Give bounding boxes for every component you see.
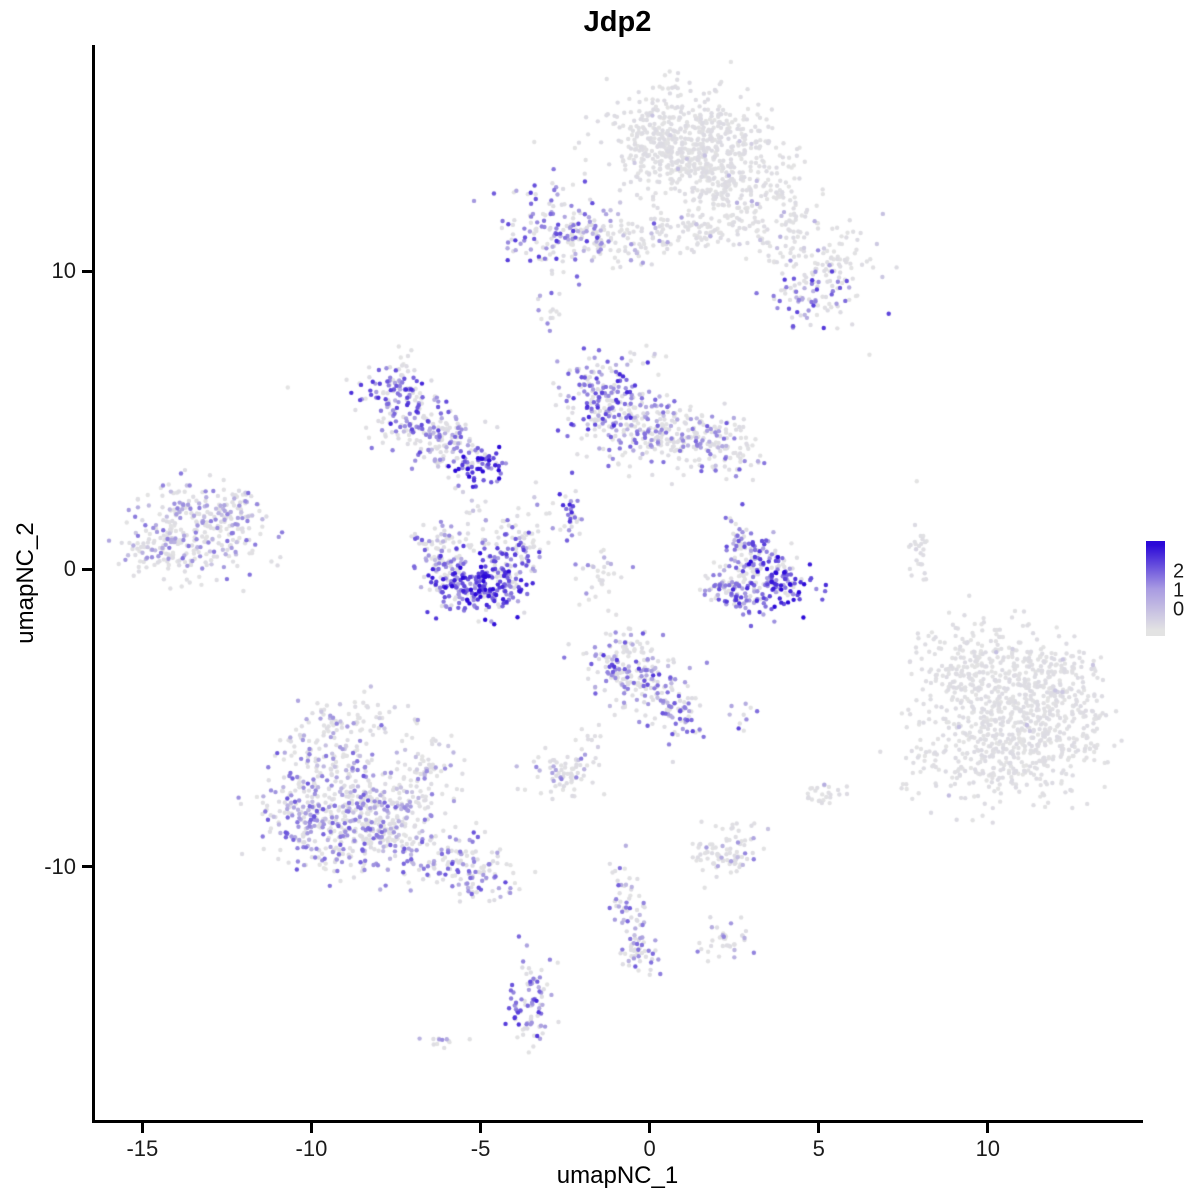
- x-tick-mark: [309, 1123, 313, 1133]
- legend-colorbar: 2 1 0: [1146, 538, 1200, 642]
- y-tick-mark: [82, 269, 92, 273]
- y-tick-label: -10: [44, 853, 76, 879]
- y-tick-label: 0: [63, 556, 76, 582]
- y-tick-mark: [82, 567, 92, 571]
- x-tick-label: 0: [643, 1136, 656, 1161]
- legend-tick-label: 2: [1173, 560, 1185, 583]
- x-axis-line: [92, 1120, 1143, 1123]
- x-tick-label: 10: [975, 1136, 1001, 1161]
- x-axis-title: umapNC_1: [556, 1162, 679, 1189]
- x-tick-mark: [479, 1123, 483, 1133]
- x-tick-label: 5: [812, 1136, 825, 1161]
- x-tick-label: -10: [295, 1136, 328, 1161]
- x-tick-label: -5: [470, 1136, 491, 1161]
- x-tick-mark: [817, 1123, 821, 1133]
- y-tick-label: 10: [51, 258, 76, 284]
- y-tick-mark: [82, 865, 92, 869]
- scatter-canvas: [95, 45, 1140, 1120]
- y-axis-line: [92, 45, 95, 1123]
- legend-tick-label: 1: [1173, 579, 1185, 602]
- y-axis-title: umapNC_2: [12, 522, 39, 644]
- x-tick-label: -15: [126, 1136, 159, 1161]
- legend-gradient-bar: [1146, 541, 1165, 636]
- legend-tick-label: 0: [1173, 598, 1185, 621]
- plot-title: Jdp2: [583, 6, 652, 38]
- x-tick-mark: [986, 1123, 990, 1133]
- x-tick-mark: [140, 1123, 144, 1133]
- x-tick-mark: [648, 1123, 652, 1133]
